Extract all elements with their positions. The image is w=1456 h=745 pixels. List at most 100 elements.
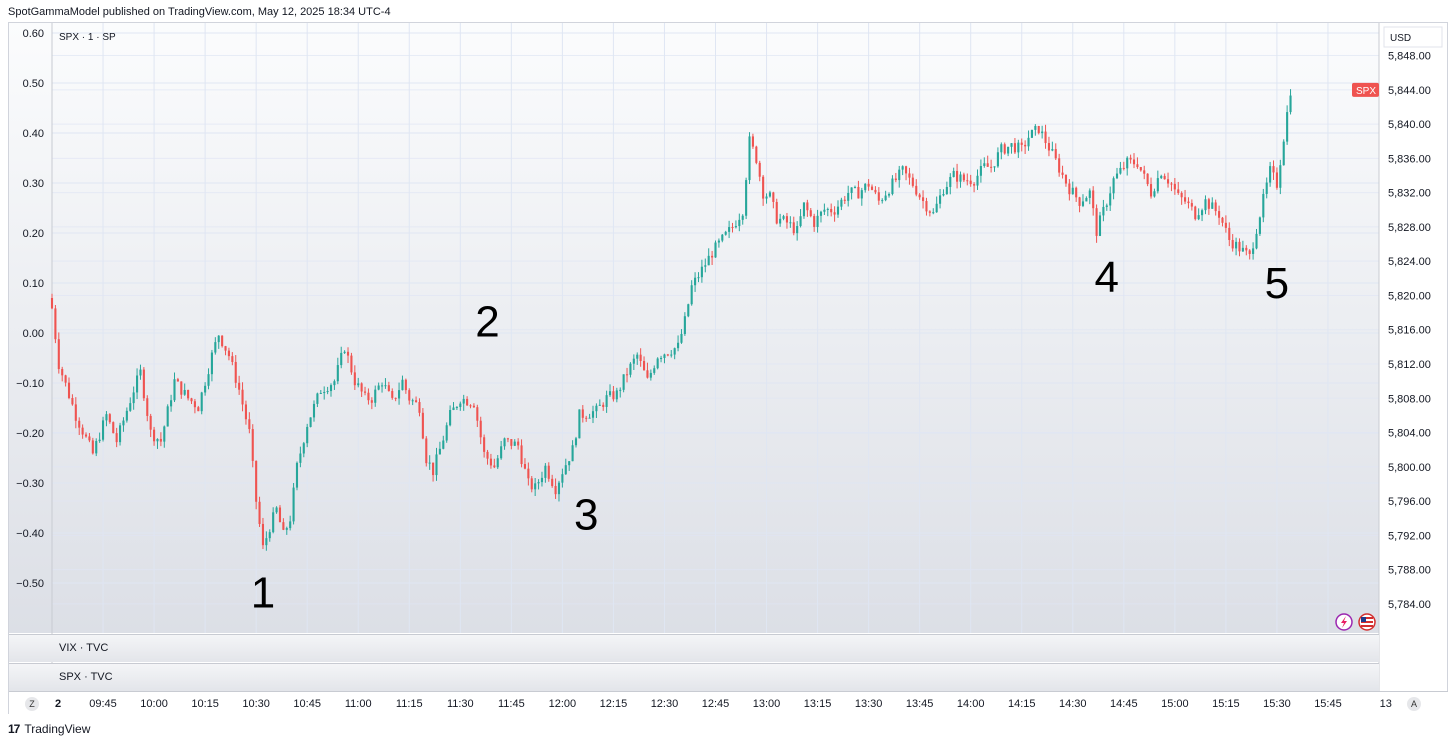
candle-body bbox=[91, 440, 94, 454]
time-tick-label: 13 bbox=[1379, 698, 1392, 710]
candle-body bbox=[292, 487, 295, 522]
candle-body bbox=[1197, 215, 1200, 220]
candle-body bbox=[326, 391, 329, 393]
candle-body bbox=[632, 358, 635, 364]
left-tick-label: 0.20 bbox=[23, 228, 44, 240]
candle-body bbox=[350, 355, 353, 373]
candle-body bbox=[1075, 187, 1078, 198]
candle-body bbox=[1228, 227, 1231, 240]
candle-body bbox=[1034, 125, 1037, 130]
candle-body bbox=[217, 335, 220, 343]
candle-body bbox=[1146, 173, 1149, 185]
candle-body bbox=[748, 136, 751, 181]
candle-body bbox=[57, 339, 60, 370]
candle-body bbox=[1166, 179, 1170, 184]
candle-body bbox=[1245, 247, 1248, 251]
candle-body bbox=[1030, 129, 1033, 138]
candle-body bbox=[503, 438, 506, 447]
left-tick-label: 0.40 bbox=[23, 128, 44, 140]
candle-body bbox=[949, 176, 952, 187]
candle-body bbox=[993, 166, 996, 168]
candle-body bbox=[459, 403, 462, 408]
candle-body bbox=[1241, 247, 1244, 252]
candle-body bbox=[537, 482, 540, 484]
candle-body bbox=[1085, 197, 1088, 202]
candle-body bbox=[1173, 183, 1176, 190]
candle-body bbox=[1007, 146, 1010, 154]
candle-body bbox=[585, 417, 588, 419]
candle-body bbox=[472, 405, 475, 408]
candle-body bbox=[864, 183, 867, 191]
candle-body bbox=[61, 369, 64, 376]
candle-body bbox=[455, 407, 458, 409]
auto-scale-button[interactable]: A bbox=[1407, 697, 1421, 711]
spx-tvc-pane[interactable]: SPX · TVC bbox=[9, 663, 1379, 691]
candle-body bbox=[112, 422, 115, 434]
time-tick-label: 14:15 bbox=[1007, 698, 1036, 710]
candle-body bbox=[1211, 202, 1214, 209]
candle-body bbox=[1289, 95, 1292, 113]
candle-body bbox=[605, 395, 608, 407]
candle-body bbox=[319, 393, 322, 395]
candle-body bbox=[1180, 192, 1183, 198]
candle-body bbox=[544, 465, 547, 478]
time-tick-label: 12:45 bbox=[701, 698, 730, 710]
candle-body bbox=[1129, 157, 1132, 160]
right-tick-label: 5,796.00 bbox=[1388, 496, 1431, 508]
candle-body bbox=[1183, 197, 1187, 202]
candle-body bbox=[819, 211, 823, 216]
candle-body bbox=[486, 451, 489, 459]
right-tick-label: 5,804.00 bbox=[1388, 428, 1431, 440]
candle-body bbox=[415, 400, 418, 403]
candle-body bbox=[619, 389, 622, 391]
candle-body bbox=[289, 521, 292, 529]
candle-body bbox=[142, 369, 145, 399]
candle-body bbox=[724, 231, 727, 235]
candle-body bbox=[255, 460, 258, 502]
right-tick-label: 5,812.00 bbox=[1388, 359, 1431, 371]
candle-body bbox=[728, 227, 731, 232]
chart-plot-background bbox=[9, 23, 1379, 633]
time-tick-label: 15:15 bbox=[1212, 698, 1240, 710]
candle-body bbox=[952, 170, 955, 177]
candle-body bbox=[329, 385, 333, 392]
candle-body bbox=[251, 429, 254, 461]
time-tick-label: 09:45 bbox=[89, 698, 117, 710]
candle-body bbox=[663, 354, 666, 358]
candle-body bbox=[295, 462, 299, 488]
right-tick-label: 5,800.00 bbox=[1388, 462, 1431, 474]
candle-body bbox=[1071, 187, 1074, 195]
candle-body bbox=[1194, 206, 1197, 220]
candle-body bbox=[813, 216, 816, 227]
candle-body bbox=[118, 425, 122, 443]
footer-brand-label: TradingView bbox=[24, 722, 91, 736]
candle-body bbox=[986, 163, 989, 167]
candle-body bbox=[1098, 215, 1102, 236]
candle-body bbox=[462, 398, 465, 404]
candle-body bbox=[1037, 125, 1040, 134]
lightning-icon[interactable] bbox=[1335, 613, 1353, 631]
us-flag-icon[interactable] bbox=[1358, 613, 1376, 631]
candle-body bbox=[299, 453, 302, 463]
candle-body bbox=[200, 392, 203, 412]
time-tick-label: 14:00 bbox=[956, 698, 985, 710]
candle-body bbox=[132, 392, 135, 404]
candle-body bbox=[928, 211, 931, 213]
candle-body bbox=[394, 397, 397, 399]
zoom-button[interactable]: Z bbox=[25, 697, 39, 711]
time-tick-label: 12:30 bbox=[650, 698, 679, 710]
candle-body bbox=[581, 409, 584, 418]
time-tick-label: 15:00 bbox=[1161, 698, 1189, 710]
candle-body bbox=[1047, 143, 1051, 151]
candle-body bbox=[1003, 144, 1006, 154]
vix-pane[interactable]: VIX · TVC bbox=[9, 634, 1379, 662]
time-axis[interactable]: Z A 2 09:45 10:00 10:15 10:30 10:45 11:00 11:15… bbox=[9, 691, 1448, 715]
vix-pane-label: VIX · TVC bbox=[59, 642, 109, 654]
currency-box[interactable] bbox=[1383, 26, 1443, 48]
candle-body bbox=[476, 407, 479, 421]
right-tick-label: 5,792.00 bbox=[1388, 530, 1431, 542]
candle-body bbox=[959, 174, 962, 182]
candle-body bbox=[234, 361, 237, 383]
candle-body bbox=[398, 390, 401, 399]
